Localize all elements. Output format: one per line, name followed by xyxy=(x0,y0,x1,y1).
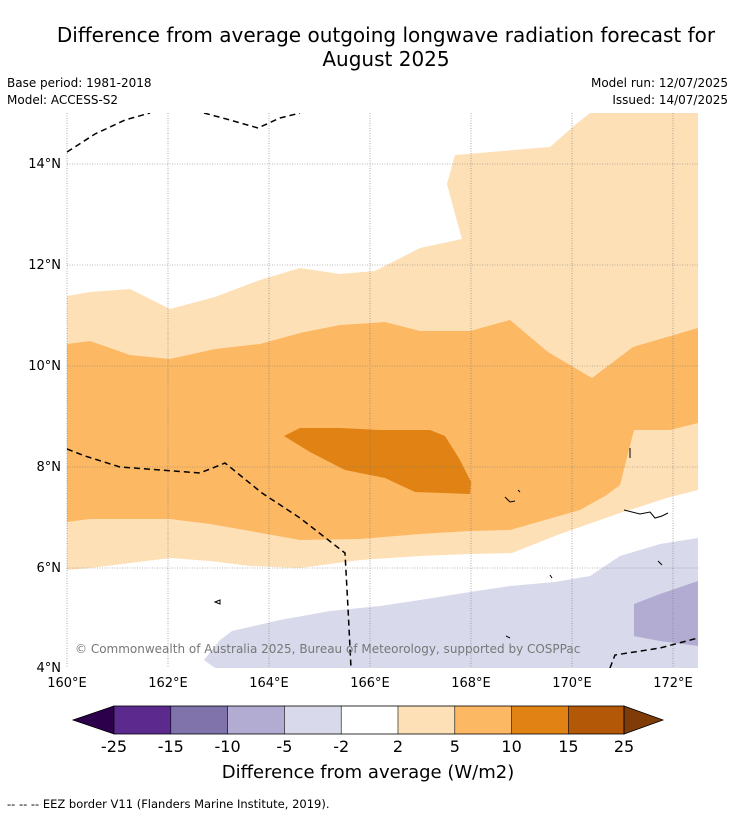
model-name: Model: ACCESS-S2 xyxy=(7,93,119,107)
colorbar-swatch xyxy=(511,706,569,734)
lon-tick-label: 160°E xyxy=(47,676,87,691)
colorbar-swatch xyxy=(454,706,512,734)
colorbar-swatch xyxy=(227,706,285,734)
gridlines xyxy=(66,113,698,668)
colorbar-high-extend xyxy=(623,705,665,735)
chart-title-line1: Difference from average outgoing longwav… xyxy=(56,23,716,47)
colorbar-tick: -25 xyxy=(101,737,127,756)
anomaly-band-neg5-neg2 xyxy=(204,538,698,668)
anomaly-band-10-15 xyxy=(284,428,471,494)
colorbar-tick: -2 xyxy=(333,737,349,756)
colorbar-tick: -5 xyxy=(276,737,292,756)
chart-title-line2: August 2025 xyxy=(322,47,450,71)
colorbar-tick: 10 xyxy=(501,737,521,756)
colorbar-tick: 25 xyxy=(614,737,634,756)
lon-tick-label: 166°E xyxy=(350,676,390,691)
colorbar: -25 -15 -10 -5 -2 2 5 10 15 25 xyxy=(71,705,665,756)
colorbar-swatch xyxy=(170,706,228,734)
colorbar-swatch xyxy=(398,706,455,734)
colorbar-label: Difference from average (W/m2) xyxy=(221,762,515,783)
lon-tick-label: 170°E xyxy=(552,676,592,691)
copyright-text: © Commonwealth of Australia 2025, Bureau… xyxy=(75,642,580,656)
colorbar-swatch xyxy=(114,706,171,734)
lat-tick-label: 14°N xyxy=(28,157,61,172)
colorbar-tick: 2 xyxy=(393,737,403,756)
lat-tick-label: 4°N xyxy=(37,661,62,676)
lon-tick-label: 162°E xyxy=(148,676,188,691)
base-period: Base period: 1981-2018 xyxy=(7,76,152,90)
model-run: Model run: 12/07/2025 xyxy=(590,76,728,90)
colorbar-tick: -10 xyxy=(215,737,241,756)
colorbar-tick: 15 xyxy=(558,737,578,756)
colorbar-swatch xyxy=(568,706,624,734)
lon-tick-label: 164°E xyxy=(249,676,289,691)
issued-date: Issued: 14/07/2025 xyxy=(612,93,728,107)
lat-tick-label: 6°N xyxy=(37,561,62,576)
lon-tick-label: 172°E xyxy=(653,676,693,691)
lon-tick-label: 168°E xyxy=(451,676,491,691)
colorbar-swatch xyxy=(341,706,398,734)
island-outlines xyxy=(213,448,669,639)
colorbar-swatch xyxy=(284,706,342,734)
colorbar-tick: 5 xyxy=(450,737,460,756)
colorbar-low-extend xyxy=(71,705,115,735)
colorbar-tick: -15 xyxy=(158,737,184,756)
lat-tick-label: 12°N xyxy=(28,258,61,273)
olr-anomaly-field xyxy=(67,113,698,668)
eez-footer-note: -- -- -- EEZ border V11 (Flanders Marine… xyxy=(7,797,330,811)
anomaly-band-neg10-neg5 xyxy=(634,581,698,646)
lat-tick-label: 10°N xyxy=(28,359,61,374)
lat-tick-label: 8°N xyxy=(37,460,62,475)
eez-borders xyxy=(67,113,698,668)
